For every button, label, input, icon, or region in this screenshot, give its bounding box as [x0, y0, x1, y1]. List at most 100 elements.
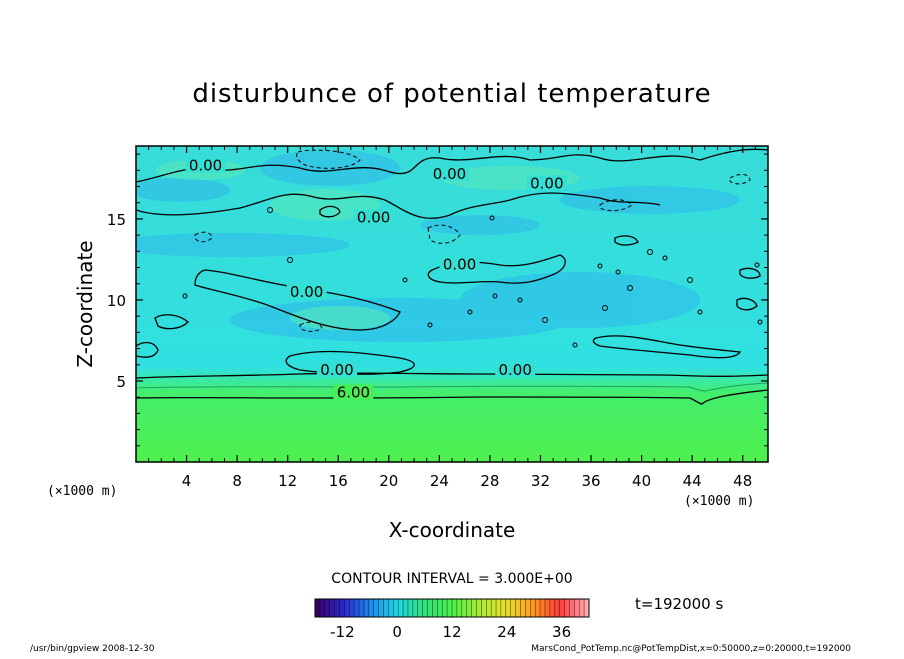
x-tick-label: 24: [430, 472, 449, 490]
colorbar-segment: [447, 599, 453, 617]
contour-island: [492, 293, 498, 299]
x-axis-label: X-coordinate: [389, 518, 516, 542]
plot-area: 0.00 0.00 0.00 0.00 0.00 0.00 0.00 0.00 6.00: [136, 146, 768, 462]
contour-line: [136, 148, 768, 183]
x-tick-label: 4: [182, 472, 192, 490]
colorbar-tick-label: 0: [392, 623, 402, 641]
colorbar-segment: [373, 599, 379, 617]
colorbar-ticks: -12 0 12 24 36: [330, 623, 571, 641]
contour-island: [572, 342, 578, 348]
chart-title: disturbunce of potential temperature: [192, 79, 711, 109]
contour-line: [614, 235, 639, 246]
contour-label-bg: [439, 256, 480, 272]
contour-island: [757, 319, 763, 325]
x-axis-ticks: 4 8 12 16 20 24 28 32 36 40 44 48: [148, 146, 756, 490]
y-axis-ticks: 5 10 15: [107, 153, 768, 447]
colorbar-segment: [466, 599, 472, 617]
contour-dashed-lines: [194, 149, 751, 332]
contour-island: [402, 277, 408, 283]
contour-island: [427, 322, 433, 328]
contour-island: [287, 257, 293, 263]
colorbar-segment: [510, 599, 516, 617]
field-blob: [420, 215, 540, 235]
contour-labels: 0.00 0.00 0.00 0.00 0.00 0.00 0.00 0.00 6.00: [185, 157, 567, 402]
colorbar-segment: [540, 599, 546, 617]
x-tick-label: 16: [329, 472, 348, 490]
colorbar-segment: [559, 599, 565, 617]
contour-label-bg: [526, 175, 567, 191]
colorbar-segment: [363, 599, 370, 617]
colorbar-segment: [486, 599, 492, 617]
field-blobs: [136, 150, 740, 342]
contour-label: 0.00: [357, 209, 390, 227]
colorbar-segment: [368, 599, 375, 617]
contour-island: [517, 297, 523, 303]
colorbar-segment: [398, 599, 404, 617]
colorbar-segment: [407, 599, 414, 617]
contour-island: [615, 269, 621, 275]
contour-label: 0.00: [530, 175, 563, 193]
y-tick-label: 15: [107, 211, 126, 229]
x-tick-label: 48: [733, 472, 752, 490]
contour-dashed-line: [729, 173, 751, 185]
colorbar-segment: [535, 599, 541, 617]
contour-dashed-line: [194, 231, 213, 243]
colorbar-segment: [427, 599, 433, 617]
contour-line: [136, 372, 768, 379]
contour-island: [754, 262, 760, 268]
colorbar-segment: [554, 599, 560, 617]
colorbar-frame: [314, 598, 590, 618]
contour-line: [285, 350, 415, 375]
contour-island: [697, 309, 703, 315]
colorbar-segment: [329, 599, 335, 617]
x-tick-label: 12: [278, 472, 297, 490]
colorbar-segment: [549, 599, 556, 617]
colorbar-segment: [515, 599, 521, 617]
contour-island: [182, 293, 188, 299]
x-tick-label: 44: [683, 472, 702, 490]
colorbar-tick-label: -12: [330, 623, 355, 641]
contour-line: [739, 267, 761, 279]
x-tick-label: 8: [232, 472, 242, 490]
x-tick-label: 28: [480, 472, 499, 490]
contour-island: [489, 215, 495, 221]
colorbar-segment: [476, 599, 482, 617]
contour-island: [687, 277, 693, 283]
colorbar-segment: [417, 599, 423, 617]
colorbar-segment: [383, 599, 389, 617]
colorbar-segment: [496, 599, 502, 617]
contour-island: [597, 263, 603, 269]
colorbar-segment: [412, 599, 419, 617]
colorbar-segment: [584, 599, 590, 617]
colorbar-segment: [344, 599, 350, 617]
contour-dashed-line: [296, 149, 361, 169]
contour-line: [427, 254, 566, 284]
x-axis-unit-right: (×1000 m): [684, 494, 754, 509]
colorbar-segment: [564, 599, 570, 617]
colorbar-segment: [491, 599, 497, 617]
contour-label-bg: [316, 361, 357, 377]
y-axis-label: Z-coordinate: [73, 240, 97, 367]
colorbar-segment: [442, 599, 448, 617]
contour-interval: CONTOUR INTERVAL = 3.000E+00: [331, 571, 572, 587]
contour-label: 0.00: [433, 165, 466, 183]
colorbar-segment: [388, 599, 394, 617]
contour-line: [736, 297, 758, 311]
colorbar-segment: [569, 599, 575, 617]
colorbar-tick-label: 12: [442, 623, 461, 641]
x-tick-label: 36: [581, 472, 600, 490]
time-label: t=192000 s: [635, 595, 723, 613]
contour-dashed-line: [427, 224, 461, 244]
contour-label: 0.00: [320, 361, 353, 379]
colorbar-segment: [378, 599, 384, 617]
colorbar-segment: [349, 599, 355, 617]
contour-label-bg: [185, 157, 226, 173]
colorbar-segment: [530, 599, 536, 617]
colorbar-tick-label: 24: [497, 623, 516, 641]
colorbar-segment: [339, 599, 345, 617]
colorbar-segment: [359, 599, 365, 617]
contour-line: [319, 205, 341, 218]
colorbar-segment: [505, 599, 512, 617]
contour-island: [662, 255, 668, 261]
contour-island: [267, 207, 273, 213]
